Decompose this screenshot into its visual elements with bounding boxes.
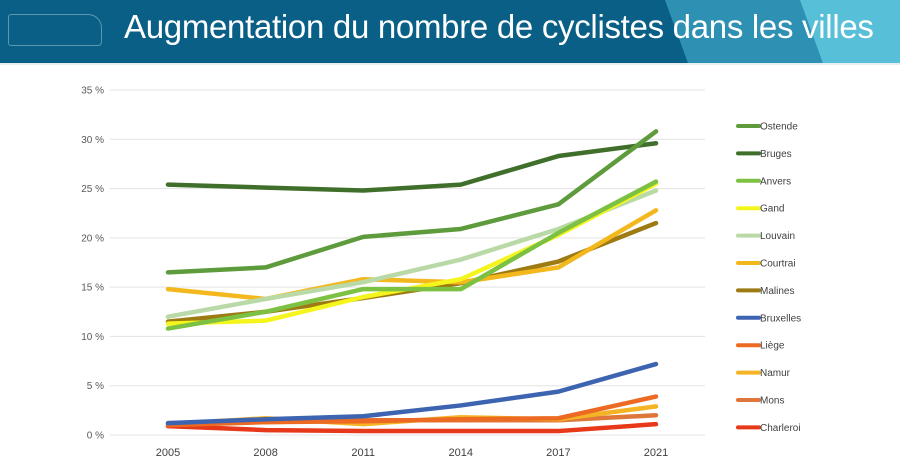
series-line-ostende (165, 129, 659, 275)
x-tick-label: 2014 (449, 447, 473, 459)
x-tick-label: 2011 (351, 447, 375, 459)
page-title: Augmentation du nombre de cyclistes dans… (124, 8, 874, 45)
y-tick-label: 30 % (81, 135, 104, 146)
series-line-courtrai (165, 208, 659, 302)
x-tick-label: 2005 (156, 447, 180, 459)
legend-label: Bruxelles (760, 313, 801, 324)
legend-label: Louvain (760, 231, 795, 242)
legend-label: Bruges (760, 149, 792, 160)
header-divider (0, 63, 900, 65)
y-tick-label: 10 % (81, 332, 104, 343)
legend-label: Gand (760, 204, 784, 215)
legend-label: Malines (760, 286, 794, 297)
y-tick-label: 0 % (87, 431, 104, 442)
legend-label: Namur (760, 368, 791, 379)
y-tick-label: 20 % (81, 233, 104, 244)
series-line-bruges (165, 140, 659, 193)
y-tick-label: 5 % (87, 381, 104, 392)
legend-label: Liège (760, 341, 785, 352)
header-banner: Augmentation du nombre de cyclistes dans… (0, 0, 900, 63)
legend-label: Charleroi (760, 423, 801, 434)
series-line-bruxelles (165, 361, 659, 426)
series-line-anvers (165, 179, 659, 331)
legend-label: Ostende (760, 122, 798, 133)
x-tick-label: 2021 (644, 447, 668, 459)
y-tick-label: 25 % (81, 184, 104, 195)
x-tick-label: 2008 (253, 447, 277, 459)
y-tick-label: 35 % (81, 86, 104, 97)
legend-label: Courtrai (760, 259, 796, 270)
legend-label: Mons (760, 396, 784, 407)
series-line-liège (165, 394, 659, 428)
x-tick-label: 2017 (546, 447, 570, 459)
y-tick-label: 15 % (81, 283, 104, 294)
legend-label: Anvers (760, 176, 791, 187)
series-line-charleroi (165, 421, 659, 434)
tram-logo-icon (8, 14, 102, 46)
